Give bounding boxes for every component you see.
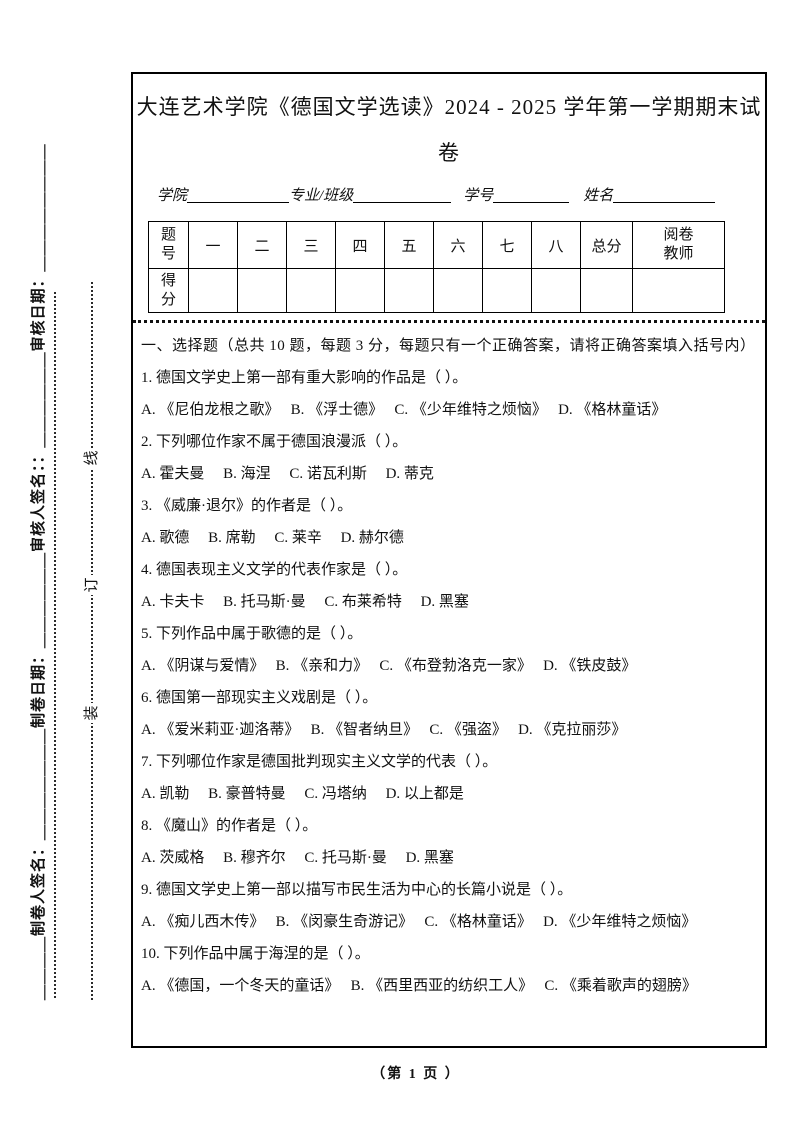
student-id-label: 学号 <box>463 188 494 204</box>
student-id-blank <box>493 187 570 203</box>
col-6: 六 <box>433 221 483 269</box>
score-cell <box>237 268 287 313</box>
student-info-row: 学院 专业/班级 学号 姓名 <box>157 184 765 205</box>
binding-char-xian: 线 <box>82 448 102 468</box>
question-options: A. 《爱米莉亚·迦洛蒂》 B. 《智者纳旦》 C. 《强盗》 D. 《克拉丽莎… <box>141 722 627 738</box>
question-options: A. 歌德 B. 席勒 C. 莱辛 D. 赫尔德 <box>141 530 404 546</box>
score-cell <box>335 268 385 313</box>
question-stem: 4. 德国表现主义文学的代表作家是（ ）。 <box>141 562 408 578</box>
question-stem: 1. 德国文学史上第一部有重大影响的作品是（ ）。 <box>141 370 468 386</box>
question-number-header-cell: 题号 <box>148 221 189 269</box>
score-cell <box>433 268 483 313</box>
question-options: A. 《阴谋与爱情》 B. 《亲和力》 C. 《布登勃洛克一家》 D. 《铁皮鼓… <box>141 658 637 674</box>
question-options: A. 卡夫卡 B. 托马斯·曼 C. 布莱希特 D. 黑塞 <box>141 594 469 610</box>
question-options: A. 霍夫曼 B. 海涅 C. 诺瓦利斯 D. 蒂克 <box>141 466 434 482</box>
question-stem: 8. 《魔山》的作者是（ ）。 <box>141 818 318 834</box>
score-cell <box>188 268 238 313</box>
college-blank <box>187 187 290 203</box>
major-class-blank <box>353 187 452 203</box>
binding-char-zhuang: 装 <box>82 703 102 723</box>
score-table-header-row: 题号 一 二 三 四 五 六 七 八 总分 阅卷教师 <box>148 221 725 269</box>
score-cell <box>632 268 725 313</box>
binding-dotted-line-outer <box>91 282 93 1000</box>
question-options: A. 茨威格 B. 穆齐尔 C. 托马斯·曼 D. 黑塞 <box>141 850 454 866</box>
seal-margin-labels: ＿＿＿＿制卷人签名：＿＿＿＿＿＿＿制卷日期：＿＿＿＿＿＿审核人签名：：＿＿＿＿＿… <box>31 143 47 1000</box>
question-stem: 3. 《威廉·退尔》的作者是（ ）。 <box>141 498 353 514</box>
exam-title-line2: 卷 <box>438 141 460 165</box>
col-1: 一 <box>188 221 238 269</box>
question-stem: 7. 下列哪位作家是德国批判现实主义文学的代表（ ）。 <box>141 754 498 770</box>
question-options: A. 凯勒 B. 豪普特曼 C. 冯塔纳 D. 以上都是 <box>141 786 464 802</box>
score-table: 题号 一 二 三 四 五 六 七 八 总分 阅卷教师 得分 <box>148 221 725 313</box>
questions-section: 一、选择题（总共 10 题，每题 3 分，每题只有一个正确答案，请将正确答案填入… <box>133 323 765 1007</box>
score-cell <box>580 268 633 313</box>
score-table-score-row: 得分 <box>148 268 725 313</box>
question-options: A. 《尼伯龙根之歌》 B. 《浮士德》 C. 《少年维特之烦恼》 D. 《格林… <box>141 402 667 418</box>
exam-title-line1: 大连艺术学院《德国文学选读》2024 - 2025 学年第一学期期末试 <box>136 95 762 119</box>
col-total: 总分 <box>580 221 633 269</box>
exam-title: 大连艺术学院《德国文学选读》2024 - 2025 学年第一学期期末试 卷 <box>133 84 765 176</box>
major-class-label: 专业/班级 <box>289 188 354 204</box>
score-cell <box>482 268 532 313</box>
score-cell <box>286 268 336 313</box>
cut-dotted-separator <box>133 320 765 323</box>
score-row-header-cell: 得分 <box>148 268 189 313</box>
score-cell <box>531 268 581 313</box>
score-cell <box>384 268 434 313</box>
col-8: 八 <box>531 221 581 269</box>
binding-char-ding: 订 <box>82 575 102 595</box>
college-label: 学院 <box>157 188 188 204</box>
grader-header-cell: 阅卷教师 <box>632 221 725 269</box>
name-blank <box>613 187 716 203</box>
page-number-footer: （第 1 页 ） <box>371 1067 461 1082</box>
col-3: 三 <box>286 221 336 269</box>
question-stem: 10. 下列作品中属于海涅的是（ ）。 <box>141 946 370 962</box>
question-options: A. 《痴儿西木传》 B. 《闵豪生奇游记》 C. 《格林童话》 D. 《少年维… <box>141 914 697 930</box>
col-7: 七 <box>482 221 532 269</box>
binding-dotted-line-inner <box>54 292 56 998</box>
exam-paper-frame: 大连艺术学院《德国文学选读》2024 - 2025 学年第一学期期末试 卷 学院… <box>131 72 767 1048</box>
col-5: 五 <box>384 221 434 269</box>
col-4: 四 <box>335 221 385 269</box>
question-stem: 6. 德国第一部现实主义戏剧是（ ）。 <box>141 690 378 706</box>
question-options: A. 《德国，一个冬天的童话》 B. 《西里西亚的纺织工人》 C. 《乘着歌声的… <box>141 978 697 994</box>
question-stem: 2. 下列哪位作家不属于德国浪漫派（ ）。 <box>141 434 408 450</box>
section-title: 一、选择题（总共 10 题，每题 3 分，每题只有一个正确答案，请将正确答案填入… <box>141 338 756 354</box>
question-stem: 5. 下列作品中属于歌德的是（ ）。 <box>141 626 363 642</box>
name-label: 姓名 <box>583 188 614 204</box>
question-stem: 9. 德国文学史上第一部以描写市民生活为中心的长篇小说是（ ）。 <box>141 882 573 898</box>
col-2: 二 <box>237 221 287 269</box>
